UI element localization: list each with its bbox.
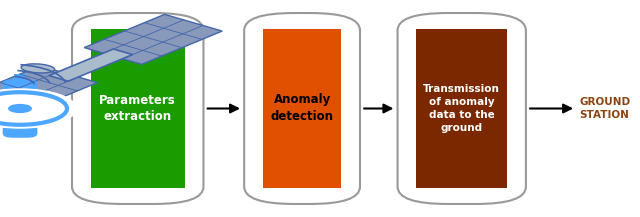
FancyBboxPatch shape — [72, 13, 204, 204]
Text: GROUND
STATION: GROUND STATION — [579, 97, 630, 120]
FancyBboxPatch shape — [263, 29, 341, 188]
FancyBboxPatch shape — [417, 29, 507, 188]
Ellipse shape — [21, 64, 54, 73]
FancyBboxPatch shape — [244, 13, 360, 204]
Polygon shape — [84, 14, 222, 64]
FancyBboxPatch shape — [91, 29, 185, 188]
Text: Anomaly
detection: Anomaly detection — [271, 94, 333, 123]
Circle shape — [0, 99, 46, 118]
Polygon shape — [49, 49, 132, 81]
FancyBboxPatch shape — [4, 80, 36, 137]
Circle shape — [9, 105, 31, 112]
Text: Parameters
extraction: Parameters extraction — [99, 94, 176, 123]
FancyBboxPatch shape — [397, 13, 526, 204]
FancyBboxPatch shape — [14, 74, 26, 87]
Text: Transmission
of anomaly
data to the
ground: Transmission of anomaly data to the grou… — [423, 84, 500, 133]
Polygon shape — [0, 66, 97, 116]
Circle shape — [0, 89, 76, 128]
